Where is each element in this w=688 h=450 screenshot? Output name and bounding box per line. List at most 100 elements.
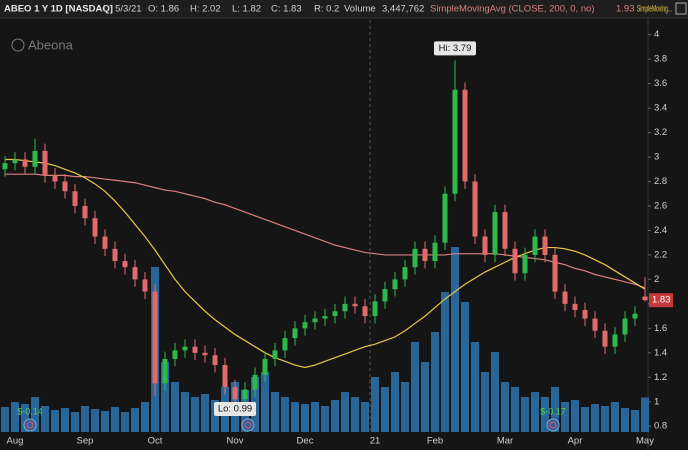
volume-bar [321, 406, 329, 432]
x-tick-label: Dec [297, 436, 314, 447]
earnings-icon [546, 418, 560, 432]
candle-body [512, 248, 518, 274]
y-tick-label: 3.4 [654, 103, 667, 114]
candle-body [532, 236, 538, 255]
candle-body [502, 212, 508, 249]
candle-body [522, 254, 528, 274]
volume-bar [361, 402, 369, 432]
volume-bar [601, 406, 609, 432]
candle-body [592, 318, 598, 331]
volume-bar [391, 372, 399, 432]
volume-bar [61, 408, 69, 432]
candle-body [322, 316, 328, 319]
volume-bar [471, 342, 479, 432]
volume-bar [291, 402, 299, 432]
volume-bar [351, 397, 359, 432]
candle-body [22, 159, 28, 167]
candle-body [252, 374, 258, 390]
x-tick-label: Oct [148, 436, 163, 447]
legend-entry: SimpleMoving... [637, 4, 672, 15]
volume-bar [331, 400, 339, 432]
x-tick-label: Sep [77, 436, 94, 447]
volume-bar [511, 387, 519, 432]
candle-body [82, 205, 88, 219]
earnings-icon [23, 418, 37, 432]
volume-bar [341, 392, 349, 432]
y-tick-label: 2.6 [654, 200, 667, 211]
volume-value: 3,447,762 [382, 4, 424, 15]
volume-legend: Volume [344, 4, 376, 15]
candle-body [602, 330, 608, 347]
volume-bar [401, 382, 409, 432]
candle-body [422, 248, 428, 262]
volume-bar [1, 407, 9, 432]
candle-body [622, 318, 628, 335]
volume-bar [371, 377, 379, 432]
candle-body [552, 254, 558, 292]
candle-body [362, 306, 368, 317]
candle-body [142, 279, 148, 292]
candle-body [122, 261, 128, 268]
header-field: C: 1.83 [271, 4, 302, 15]
volume-bar [71, 412, 79, 432]
candle-body [612, 334, 618, 347]
candle-body [492, 212, 498, 255]
volume-bar [441, 292, 449, 432]
low-label-box [214, 401, 256, 416]
candle-body [42, 150, 48, 176]
candle-body [342, 303, 348, 312]
header-field: R: 0.2 [314, 4, 339, 15]
candle-body [412, 248, 418, 268]
x-tick-label: Apr [568, 436, 583, 447]
volume-bar [131, 408, 139, 432]
earnings-icon-mark [244, 421, 252, 429]
candle-body [312, 318, 318, 323]
candle-body [572, 303, 578, 310]
header-field: H: 2.02 [190, 4, 221, 15]
candle-body [152, 291, 158, 384]
header-field: L: 1.82 [232, 4, 261, 15]
volume-bar [261, 372, 269, 432]
logo-icon [11, 38, 25, 52]
last-price-box [649, 293, 673, 308]
candle-body [32, 150, 38, 167]
moving-average-line [5, 158, 646, 369]
candle-body [482, 236, 488, 255]
volume-bar [381, 387, 389, 432]
candle-body [102, 236, 108, 249]
candle-body [262, 358, 268, 375]
volume-bar [181, 392, 189, 432]
x-tick-label: Aug [7, 436, 24, 447]
candle-body [222, 365, 228, 388]
volume-bar [11, 402, 19, 432]
header-field: D: 5/3/21 [103, 4, 142, 15]
volume-bar [41, 406, 49, 432]
volume-bar [281, 397, 289, 432]
volume-bar [91, 409, 99, 432]
candle-body [632, 313, 638, 319]
volume-bar [581, 407, 589, 432]
volume-bar [431, 332, 439, 432]
candle-body [162, 358, 168, 384]
expand-icon[interactable] [675, 2, 687, 15]
y-tick-label: 1.2 [654, 372, 667, 383]
volume-bar [201, 394, 209, 432]
volume-bar [611, 402, 619, 432]
volume-bar [551, 387, 559, 432]
candle-body [402, 267, 408, 280]
candle-body [352, 303, 358, 307]
candle-body [432, 242, 438, 262]
candle-body [282, 338, 288, 351]
volume-bar [311, 402, 319, 432]
volume-bar [561, 402, 569, 432]
earnings-label: $-0.14 [17, 406, 43, 416]
candle-body [212, 355, 218, 366]
volume-bar [171, 382, 179, 432]
volume-bar [491, 352, 499, 432]
candle-body [92, 218, 98, 237]
candle-body [172, 350, 178, 359]
header-bar [0, 0, 688, 18]
volume-bar [411, 342, 419, 432]
earnings-icon-mark [549, 421, 557, 429]
